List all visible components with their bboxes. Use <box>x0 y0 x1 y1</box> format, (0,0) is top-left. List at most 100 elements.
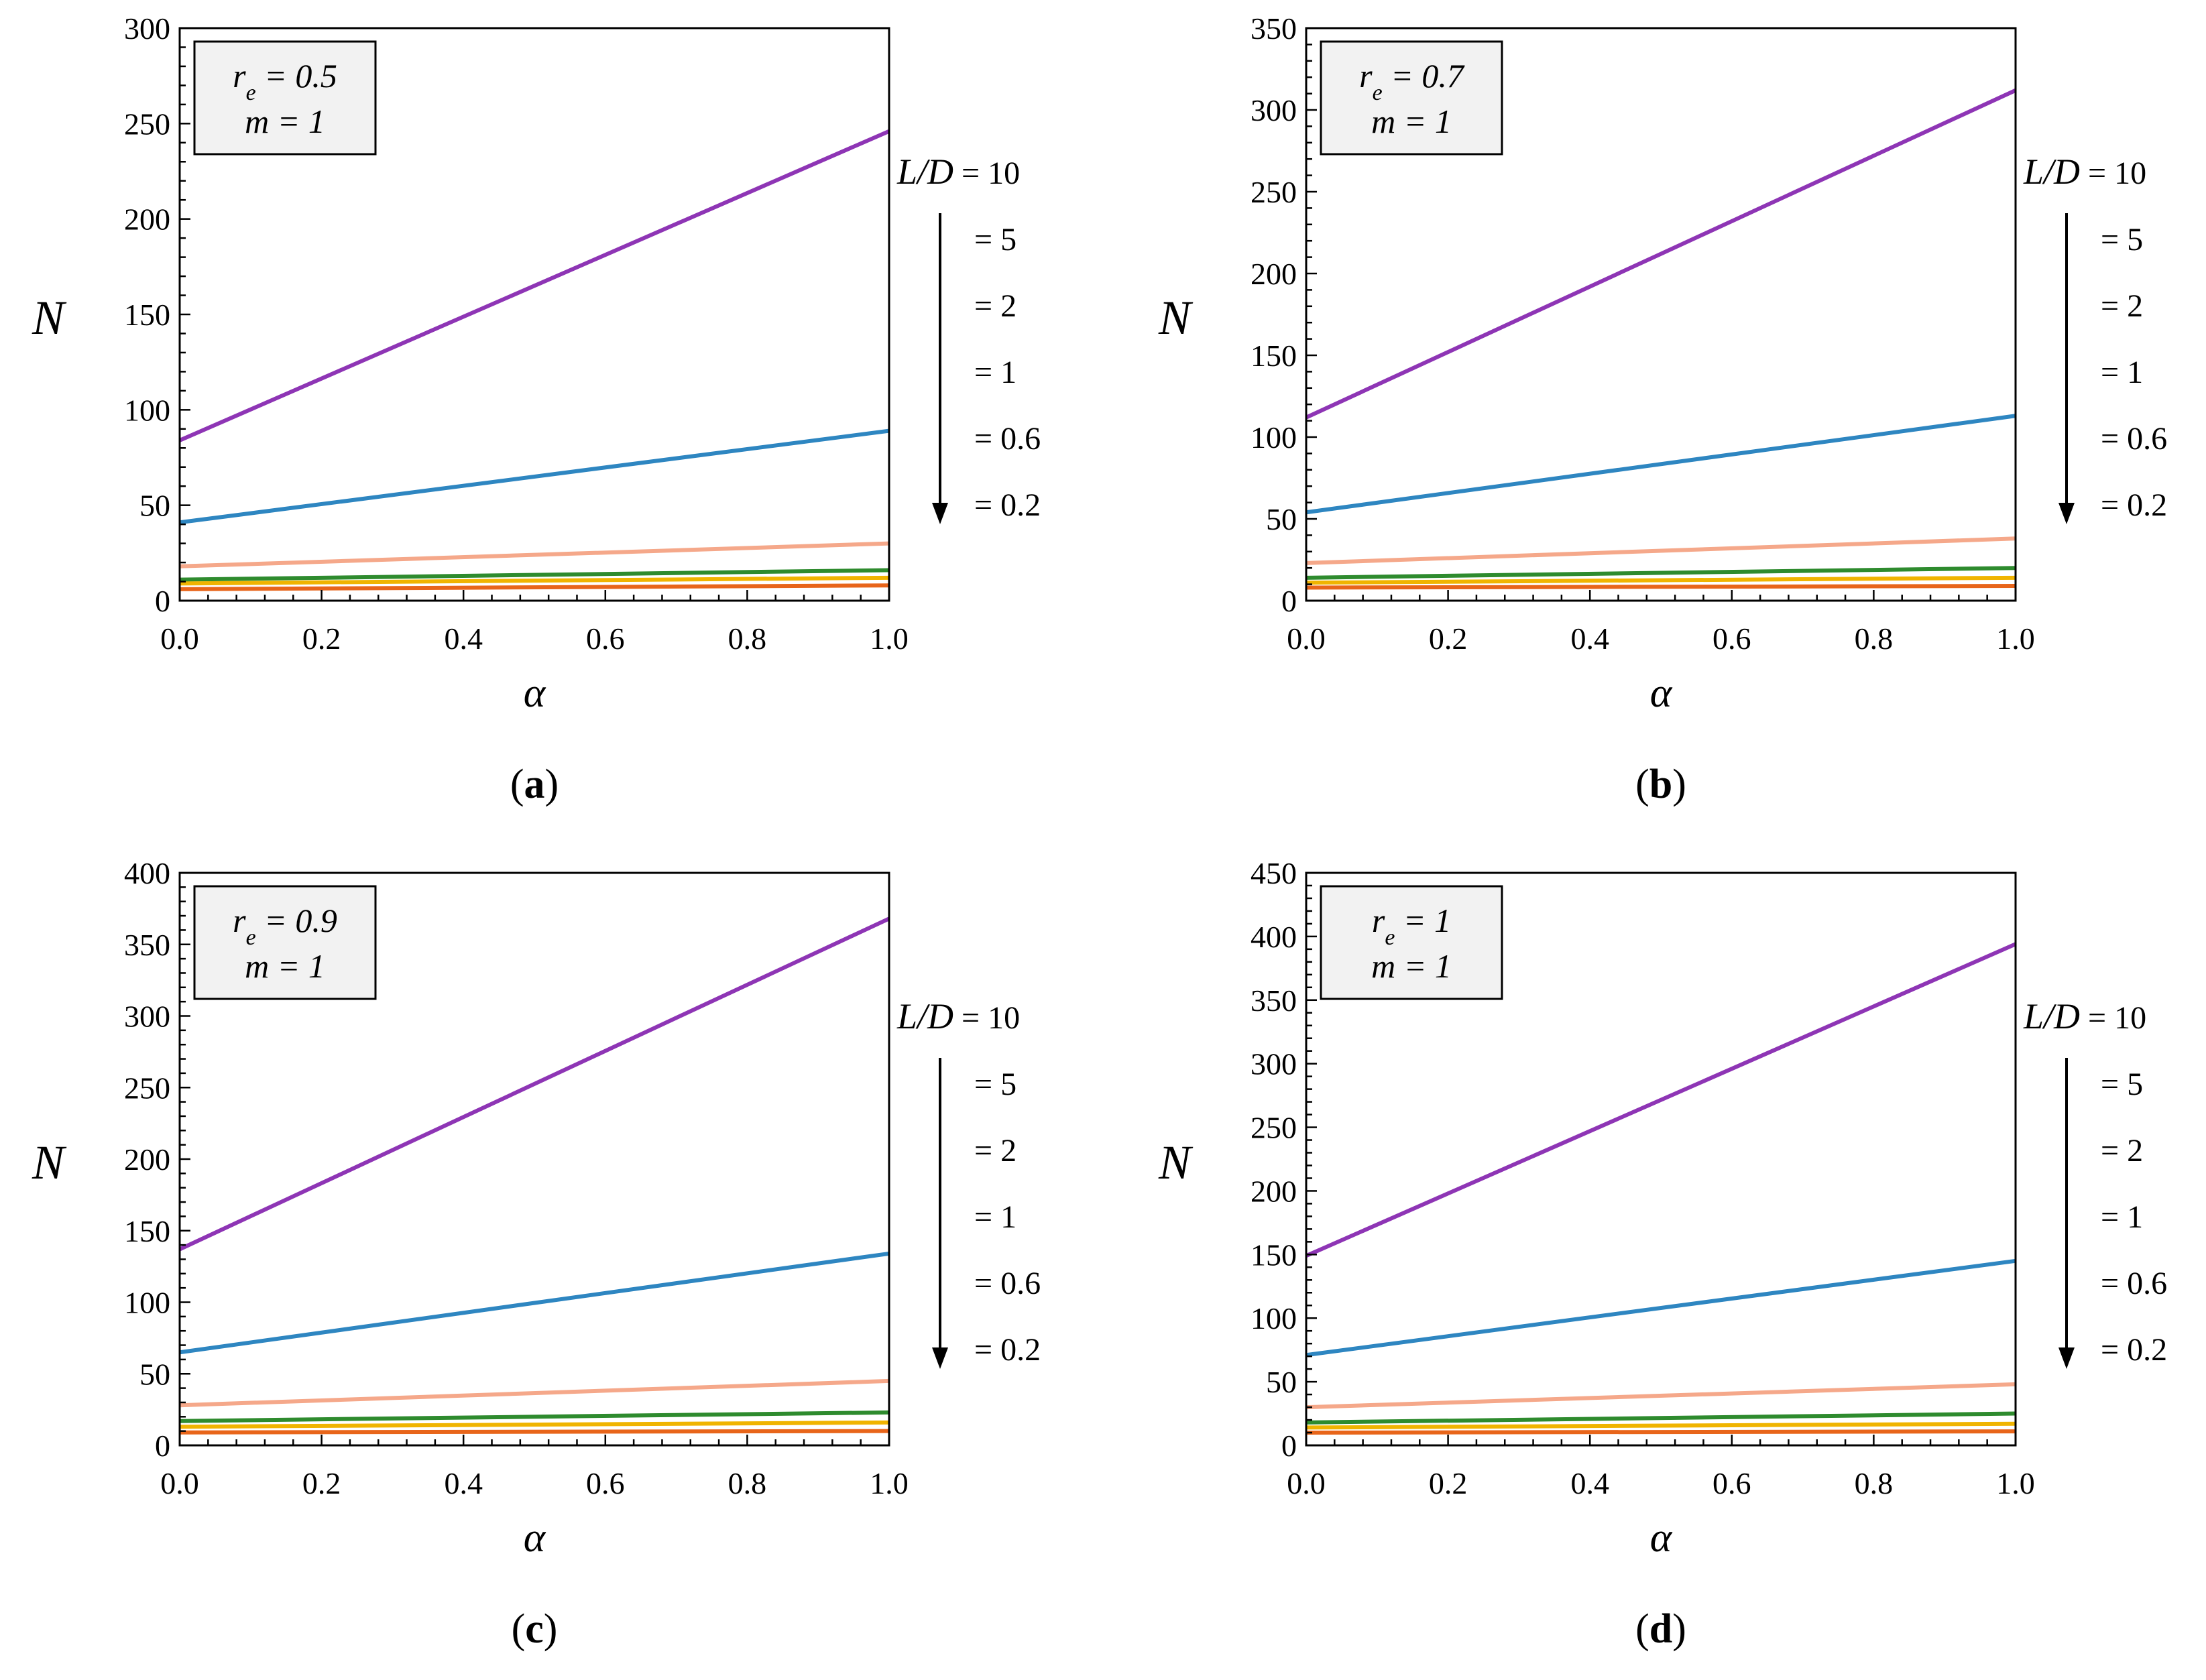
x-tick-label: 0.8 <box>728 1466 767 1500</box>
annotation-line-1: re = 0.5 <box>233 57 337 105</box>
annotation-box <box>1320 885 1503 1000</box>
chart-svg: 0 50 100 150 200 250 300 0.0 0.2 0.4 0.6 0.8 1.0 α Nre… <box>32 11 1041 807</box>
series-line <box>178 916 890 1252</box>
y-tick-label: 200 <box>124 202 170 237</box>
x-tick-label: 1.0 <box>1996 621 2035 656</box>
x-tick-label: 0.0 <box>160 1466 199 1500</box>
x-tick-label: 0.4 <box>1570 1466 1609 1500</box>
legend-entry: = 2 <box>2101 288 2143 324</box>
y-tick-label: 0 <box>1281 1429 1297 1463</box>
legend-entry: = 5 <box>974 222 1017 257</box>
x-tick-label: 0.2 <box>302 621 341 656</box>
y-tick-label: 350 <box>1251 983 1297 1018</box>
x-tick-label: 0.0 <box>1287 621 1326 656</box>
y-axis-title: N <box>1158 291 1194 345</box>
annotation-line-2: m = 1 <box>245 947 325 985</box>
y-tick-label: 250 <box>124 1071 170 1105</box>
series-line <box>1305 566 2016 580</box>
x-tick-label: 0.6 <box>586 1466 625 1500</box>
series-line <box>1305 575 2016 585</box>
legend-arrow-head <box>932 503 948 524</box>
y-tick-label: 250 <box>1251 1111 1297 1145</box>
y-axis-title: N <box>32 291 67 345</box>
series-line <box>179 1251 890 1355</box>
y-tick-label: 350 <box>1251 11 1297 46</box>
plot-frame <box>1305 27 2017 602</box>
series-line <box>179 583 890 591</box>
y-tick-label: 300 <box>1251 93 1297 127</box>
chart-svg: 0 50 100 150 200 250 300 350 0.0 0.2 0.4 0.6 0.8 1.0 α… <box>1158 11 2167 807</box>
chart-panel-c: 0 50 100 150 200 250 300 350 400 0.0 0.2 0.4 0.6 0.8 1… <box>0 845 1103 1680</box>
x-tick-label: 0.8 <box>1855 621 1894 656</box>
plot-frame <box>1305 872 2017 1447</box>
y-tick-label: 150 <box>1251 1238 1297 1272</box>
legend-entry: = 0.6 <box>2101 1266 2167 1301</box>
y-tick-label: 300 <box>1251 1047 1297 1081</box>
legend-entry: = 1 <box>974 1199 1017 1235</box>
annotation-line-1: re = 1 <box>1372 902 1451 950</box>
x-axis-title: α <box>1650 1515 1673 1561</box>
y-tick-label: 50 <box>1266 502 1297 536</box>
y-axis-title: N <box>32 1136 67 1189</box>
y-tick-label: 400 <box>124 856 170 890</box>
y-tick-label: 100 <box>124 393 170 427</box>
panel-caption: (a) <box>510 762 559 807</box>
series-line <box>179 575 890 586</box>
legend-entry: = 0.2 <box>2101 1332 2167 1368</box>
series-line <box>1305 942 2017 1258</box>
y-tick-label: 50 <box>139 489 170 523</box>
y-tick-label: 100 <box>124 1286 170 1320</box>
series-line <box>179 541 890 568</box>
x-tick-label: 0.0 <box>1287 1466 1326 1500</box>
x-tick-label: 0.4 <box>1570 621 1609 656</box>
chart-panel-b: 0 50 100 150 200 250 300 350 0.0 0.2 0.4 0.6 0.8 1.0 α… <box>1126 0 2206 835</box>
legend-entry: = 2 <box>974 288 1017 324</box>
x-tick-label: 0.8 <box>728 621 767 656</box>
legend-title: L/D = 10 <box>2023 152 2146 192</box>
legend-arrow-head <box>2058 1347 2075 1369</box>
x-axis-title: α <box>524 1515 546 1561</box>
y-tick-label: 150 <box>124 1214 170 1248</box>
series-line <box>179 1410 890 1423</box>
x-tick-label: 0.0 <box>160 621 199 656</box>
y-tick-label: 0 <box>155 1429 170 1463</box>
annotation-box <box>193 40 377 156</box>
legend-entry: = 0.6 <box>2101 421 2167 457</box>
y-tick-label: 450 <box>1251 856 1297 890</box>
x-tick-label: 0.6 <box>586 621 625 656</box>
x-tick-label: 0.2 <box>1429 1466 1468 1500</box>
y-tick-label: 0 <box>1281 584 1297 618</box>
legend-entry: = 1 <box>2101 1199 2143 1235</box>
panel-caption: (c) <box>512 1606 558 1652</box>
legend-arrow-head <box>2058 503 2075 524</box>
y-tick-label: 300 <box>124 11 170 46</box>
y-tick-label: 250 <box>124 107 170 141</box>
legend-title: L/D = 10 <box>2023 996 2146 1036</box>
x-tick-label: 1.0 <box>870 621 909 656</box>
y-tick-label: 150 <box>1251 339 1297 373</box>
y-tick-label: 50 <box>139 1357 170 1391</box>
legend-entry: = 0.6 <box>974 421 1041 457</box>
legend-entry: = 0.2 <box>974 1332 1041 1368</box>
x-tick-label: 0.2 <box>302 1466 341 1500</box>
legend-entry: = 5 <box>2101 1067 2143 1102</box>
series-line <box>179 1378 890 1408</box>
series-line <box>1305 584 2016 590</box>
y-tick-label: 50 <box>1266 1365 1297 1399</box>
annotation-line-1: re = 0.9 <box>233 902 337 950</box>
series-line <box>1305 1258 2016 1358</box>
legend-title: L/D = 10 <box>896 996 1020 1036</box>
y-tick-label: 250 <box>1251 175 1297 209</box>
series-line <box>1305 414 2016 515</box>
series-line <box>1305 1382 2016 1410</box>
x-tick-label: 0.4 <box>444 1466 483 1500</box>
series-line <box>179 568 890 582</box>
annotation-box <box>193 885 377 1000</box>
annotation-box <box>1320 40 1503 156</box>
series-line <box>1305 1429 2016 1435</box>
series-line <box>1305 1411 2016 1425</box>
x-axis-title: α <box>1650 670 1673 716</box>
y-tick-label: 200 <box>1251 1174 1297 1208</box>
legend-arrow-head <box>932 1347 948 1369</box>
x-tick-label: 1.0 <box>870 1466 909 1500</box>
